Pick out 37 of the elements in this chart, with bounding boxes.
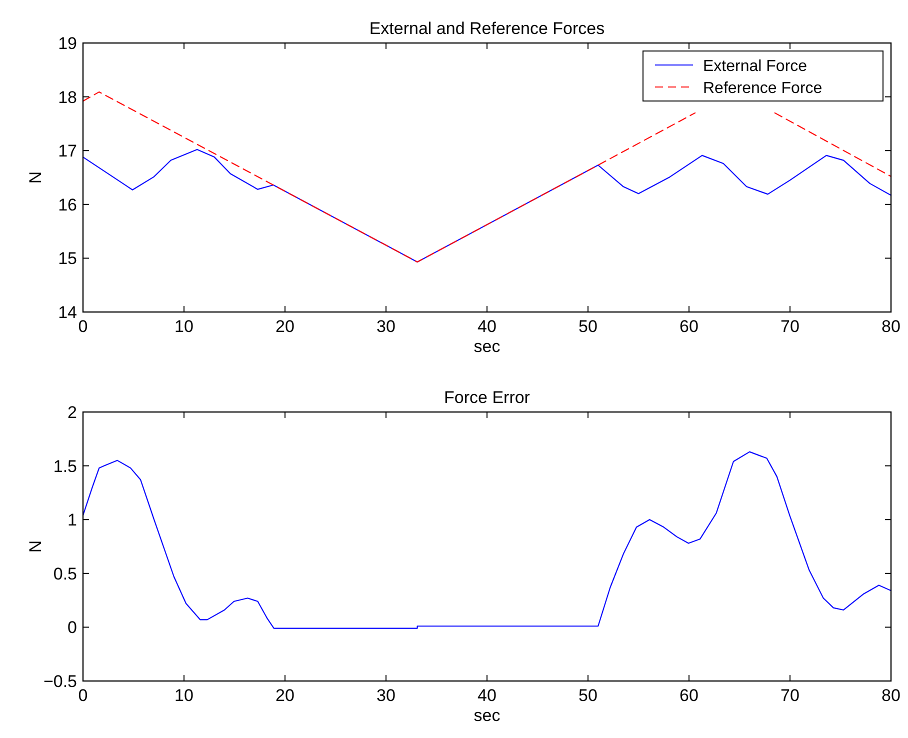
y-tick-label: −0.5 xyxy=(43,672,77,691)
y-axis-title: N xyxy=(26,540,45,553)
y-tick-label: 1.5 xyxy=(53,456,77,476)
y-tick-label: 17 xyxy=(58,142,77,161)
x-axis-title: sec xyxy=(474,706,501,725)
y-tick-label: 0 xyxy=(68,618,77,638)
y-tick-label: 19 xyxy=(58,34,77,53)
chart-title: External and Reference Forces xyxy=(369,19,605,38)
y-tick-label: 18 xyxy=(58,88,77,107)
x-tick-label: 70 xyxy=(780,317,800,336)
legend-label: Reference Force xyxy=(703,80,822,97)
x-tick-label: 30 xyxy=(376,317,396,336)
x-tick-label: 10 xyxy=(174,686,194,705)
x-tick-label: 60 xyxy=(680,686,698,705)
legend-label: External Force xyxy=(703,58,808,75)
x-tick-label: 40 xyxy=(478,686,496,705)
y-tick-label: 14 xyxy=(58,303,77,322)
y-axis-title: N xyxy=(26,171,45,184)
y-tick-label: 15 xyxy=(58,249,77,268)
x-tick-label: 60 xyxy=(680,317,698,336)
y-tick-label: 0.5 xyxy=(53,564,77,584)
line-series xyxy=(82,451,892,629)
x-tick-label: 20 xyxy=(276,317,294,336)
x-tick-label: 20 xyxy=(276,686,294,705)
x-tick-label: 50 xyxy=(578,686,598,705)
y-tick-label: 1 xyxy=(68,510,77,530)
y-tick-label: 2 xyxy=(68,403,77,422)
x-tick-label: 40 xyxy=(478,317,496,336)
chart-title: Force Error xyxy=(444,388,530,407)
x-tick-label: 50 xyxy=(578,317,598,336)
x-axis-title: sec xyxy=(474,337,501,356)
y-tick-label: 16 xyxy=(58,195,77,214)
x-tick-label: 80 xyxy=(882,686,900,705)
x-tick-label: 80 xyxy=(882,317,900,336)
x-tick-label: 10 xyxy=(174,317,194,336)
x-tick-label: 30 xyxy=(376,686,396,705)
x-tick-label: 70 xyxy=(780,686,800,705)
